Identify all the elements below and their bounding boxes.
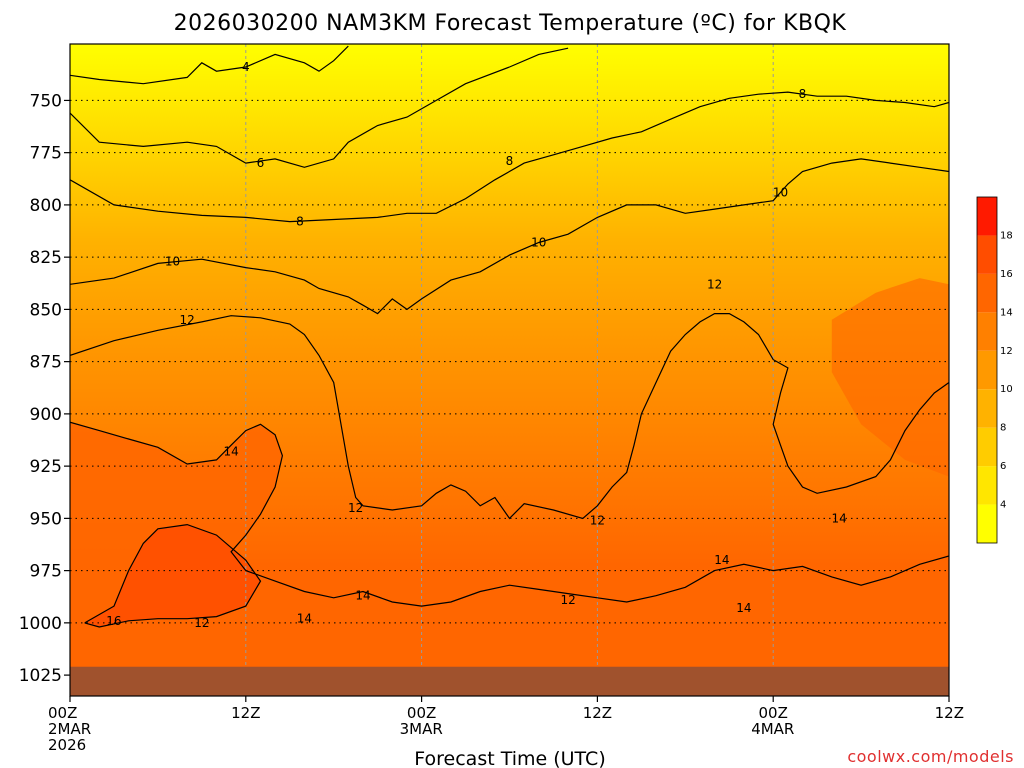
y-tick-label: 900	[30, 405, 62, 425]
contour-label: 14	[736, 601, 751, 615]
contour-12	[70, 313, 949, 520]
colorbar: 4 6 8 10 12 14 16 18	[976, 196, 1013, 544]
x-tick-label: 2MAR	[48, 720, 91, 738]
y-tick-label: 950	[30, 509, 62, 529]
x-tick-label: 00Z	[759, 704, 788, 722]
contour-4	[70, 45, 349, 85]
contour-label: 14	[714, 553, 729, 567]
colorbar-swatch	[977, 235, 997, 274]
y-tick-label: 775	[30, 144, 62, 164]
colorbar-swatch	[977, 312, 997, 351]
colorbar-label: 16	[1000, 269, 1013, 280]
contour-label: 12	[348, 501, 363, 515]
contour-labels: 4 6 8 8 8 10 10 10 12 12 12 12 12 12 14 14 14 14 14 14 16	[106, 60, 846, 630]
contour-label: 10	[773, 185, 788, 199]
contour-label: 4	[242, 60, 250, 74]
plot-area: 4 6 8 8 8 10 10 10 12 12 12 12 12 12 14 14 14 14 14 14 16	[70, 44, 949, 696]
y-tick-label: 825	[30, 248, 62, 268]
y-tick-label: 1025	[19, 666, 62, 686]
ground-band	[70, 666, 949, 696]
contour-label: 6	[257, 156, 265, 170]
colorbar-swatch	[977, 427, 997, 467]
contour-16	[84, 523, 262, 628]
colorbar-swatch	[977, 504, 997, 543]
colorbar-swatch	[977, 350, 997, 390]
contour-label: 8	[296, 215, 304, 229]
warm-region	[84, 524, 261, 627]
colorbar-label: 4	[1000, 500, 1006, 511]
y-tick-label: 1000	[19, 614, 62, 634]
contour-label: 14	[297, 612, 312, 626]
warm-region	[831, 278, 949, 477]
x-tick-label: 3MAR	[400, 720, 443, 738]
contour-label: 12	[560, 593, 575, 607]
colorbar-label: 12	[1000, 346, 1013, 357]
x-tick-label: 00Z	[48, 704, 77, 722]
colorbar-swatch	[977, 466, 997, 505]
x-tick-label: 12Z	[583, 704, 612, 722]
colorbar-frame	[976, 196, 998, 544]
contour-10	[70, 158, 949, 315]
x-tick-label: 12Z	[935, 704, 964, 722]
contour-label: 8	[506, 154, 514, 168]
colorbar-label: 10	[1000, 384, 1013, 395]
contour-label: 14	[831, 511, 846, 525]
contour-label: 12	[180, 313, 195, 327]
contour-8	[70, 91, 949, 223]
contour-label: 16	[106, 614, 121, 628]
watermark: coolwx.com/models	[847, 747, 1014, 766]
x-tick-label: 00Z	[407, 704, 436, 722]
x-tick-label: 12Z	[231, 704, 260, 722]
plot-frame	[69, 43, 950, 697]
colorbar-label: 8	[1000, 423, 1006, 434]
x-axis-title: Forecast Time (UTC)	[414, 748, 605, 768]
y-tick-label: 925	[30, 457, 62, 477]
colorbar-swatch	[977, 273, 997, 313]
warm-region	[70, 422, 949, 696]
x-tick-label: 2026	[48, 736, 86, 754]
x-tick-label: 4MAR	[751, 720, 794, 738]
contours	[70, 45, 949, 628]
colorbar-label: 14	[1000, 307, 1013, 318]
colorbar-swatch	[977, 197, 997, 236]
contour-label: 14	[355, 589, 370, 603]
colorbar-swatch	[977, 389, 997, 428]
y-tick-label: 975	[30, 562, 62, 582]
y-tick-label: 750	[30, 91, 62, 111]
y-tick-label: 800	[30, 196, 62, 216]
contour-14	[70, 421, 949, 607]
contour-6	[70, 47, 569, 168]
contour-label: 12	[590, 513, 605, 527]
contour-label: 8	[799, 87, 807, 101]
colorbar-label: 6	[1000, 461, 1006, 472]
y-tick-label: 850	[30, 300, 62, 320]
contour-label: 10	[165, 254, 180, 268]
y-tick-label: 875	[30, 353, 62, 373]
contour-label: 12	[707, 277, 722, 291]
contour-label: 14	[224, 445, 239, 459]
contour-label: 10	[531, 236, 546, 250]
chart-title: 2026030200 NAM3KM Forecast Temperature (…	[174, 11, 847, 36]
contour-label: 12	[194, 616, 209, 630]
y-axis: 750 775 800 825 850 875 900 925 950 975 1000 1025	[19, 91, 70, 686]
colorbar-label: 18	[1000, 230, 1013, 241]
